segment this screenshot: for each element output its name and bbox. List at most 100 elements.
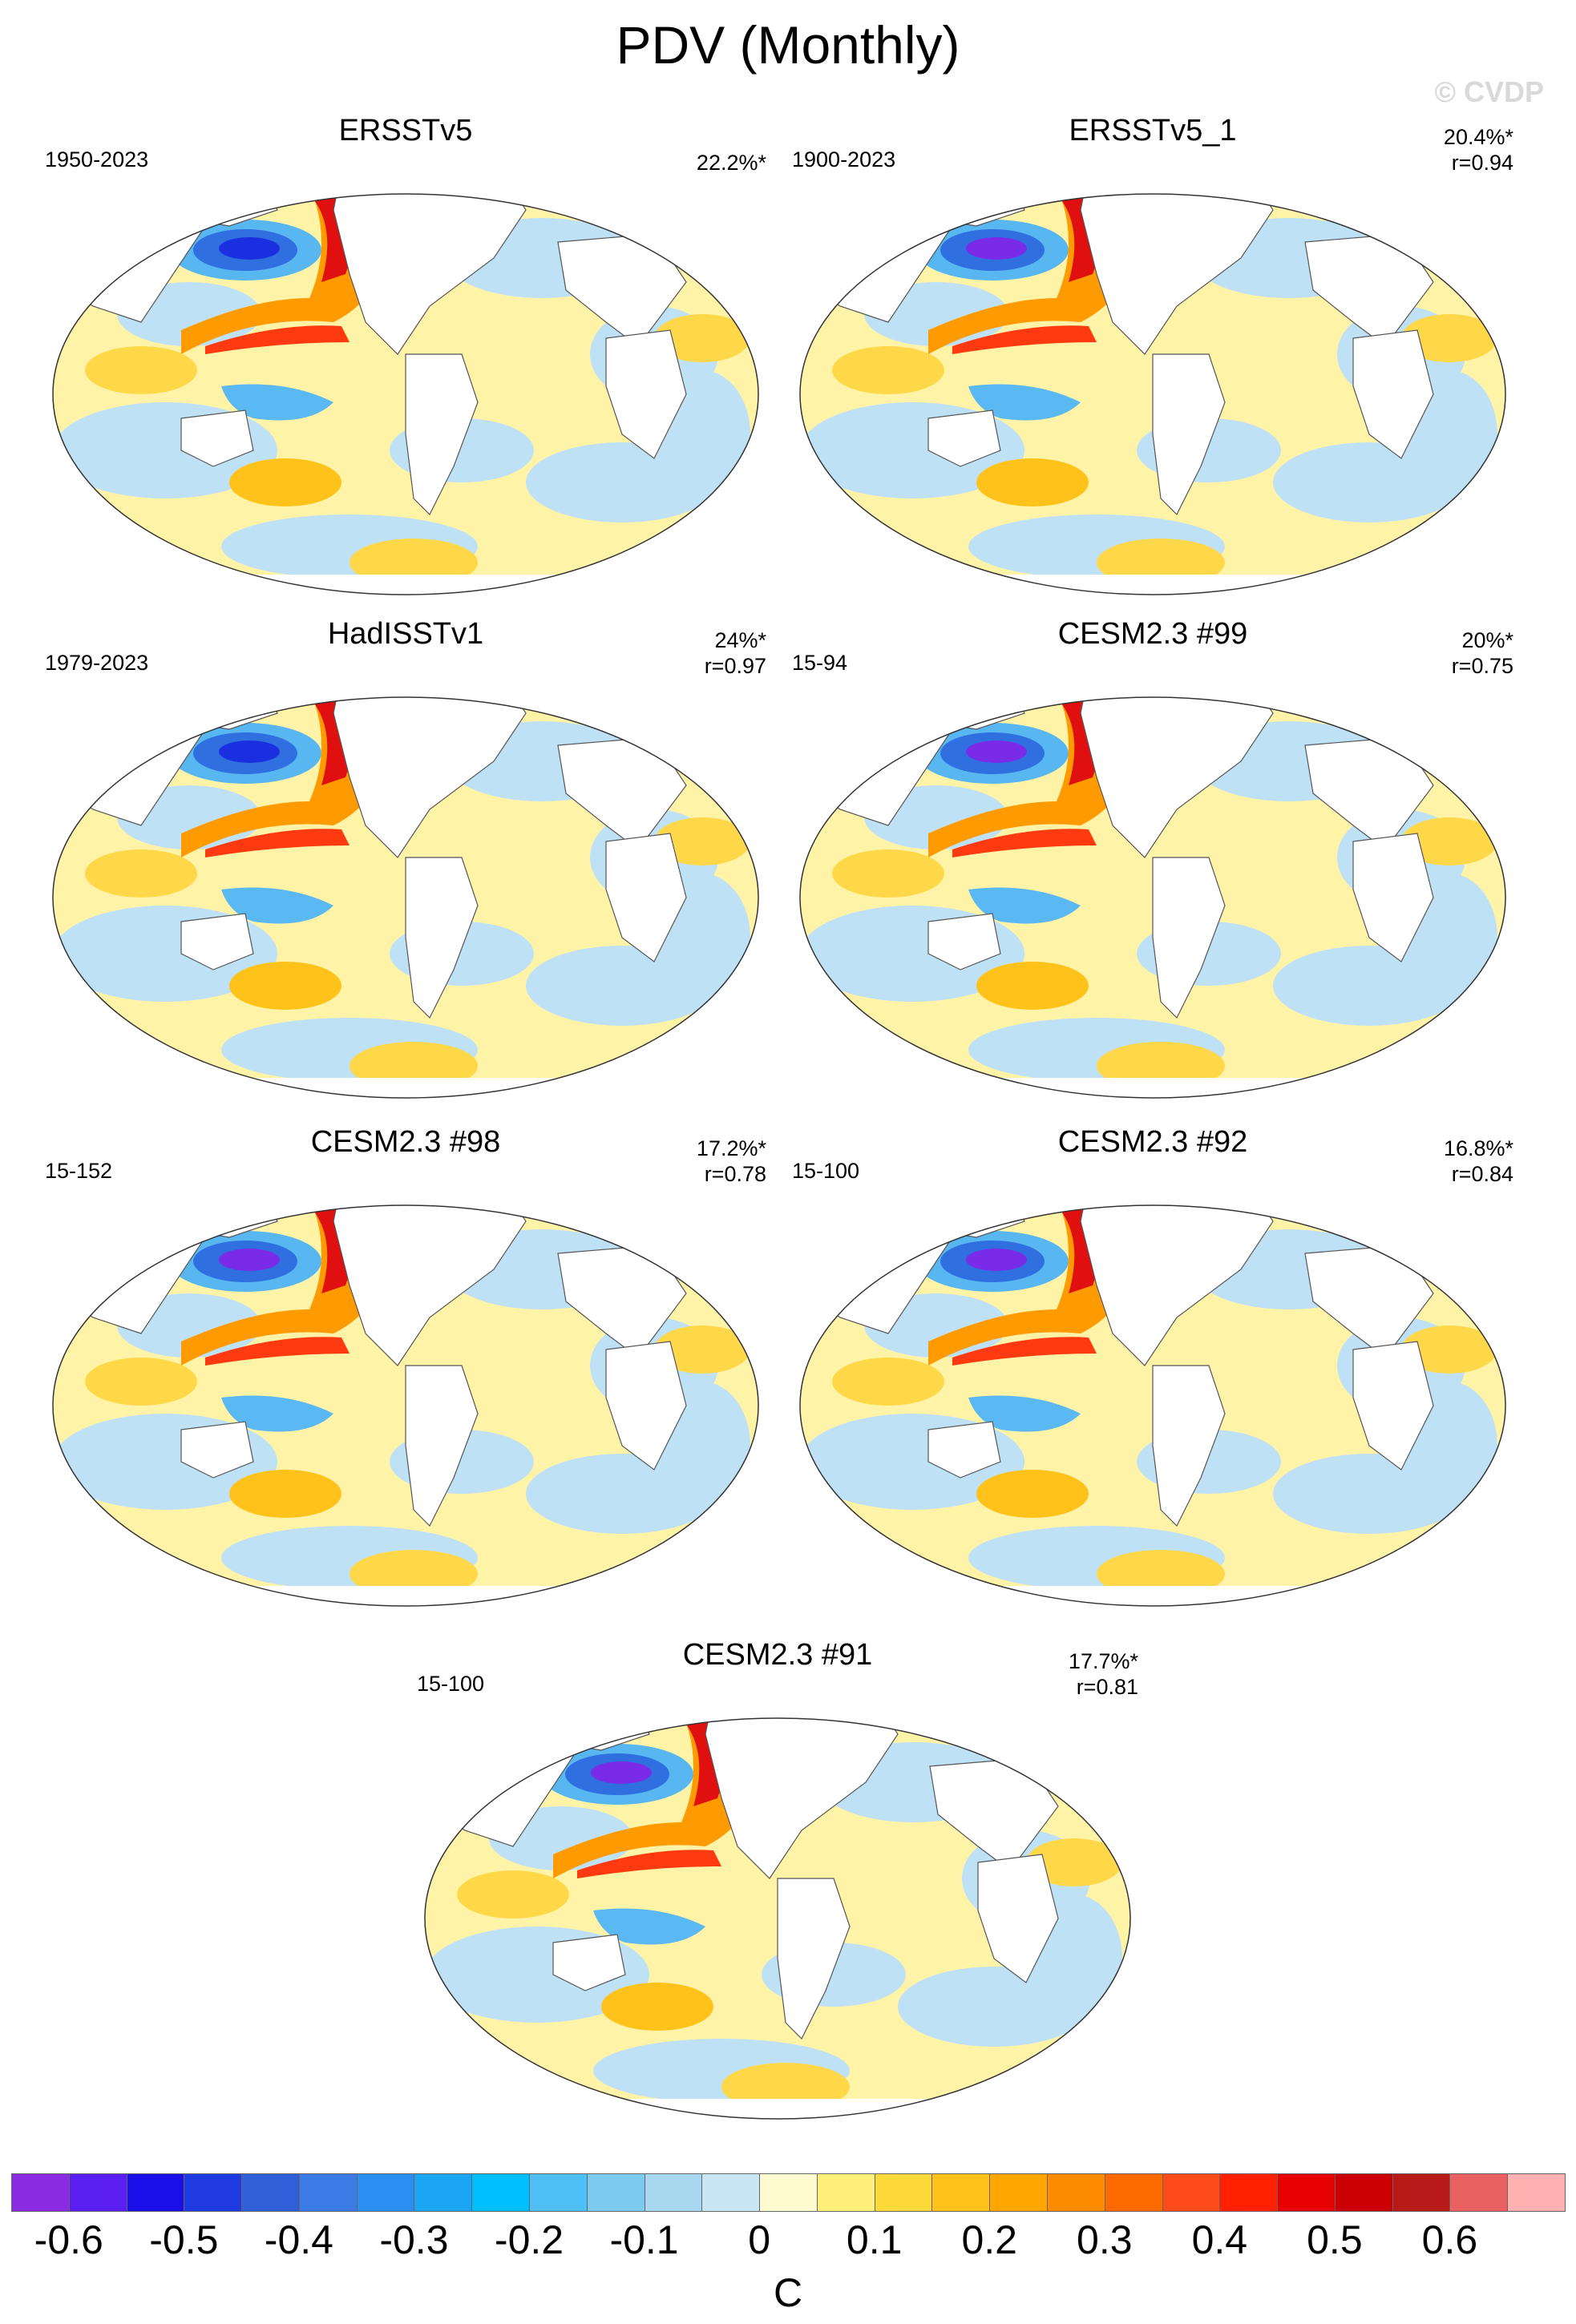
land-mass bbox=[605, 833, 687, 962]
colorbar-tick-label: 0.6 bbox=[1421, 2217, 1478, 2262]
panel-correlation: r=0.75 bbox=[1451, 654, 1513, 678]
land-mass bbox=[124, 194, 278, 227]
panel-variance: 16.8%* bbox=[1443, 1136, 1513, 1160]
anomaly-patch bbox=[654, 314, 750, 362]
map-field bbox=[425, 1718, 1130, 2119]
land-mass bbox=[124, 697, 278, 730]
map-field bbox=[800, 194, 1505, 595]
colorbar-swatch bbox=[1277, 2173, 1336, 2212]
panel-title: CESM2.3 #98 bbox=[310, 1125, 501, 1159]
warm-anomaly bbox=[205, 829, 350, 857]
panel-period: 1950-2023 bbox=[45, 147, 149, 171]
map-outline bbox=[52, 1204, 759, 1607]
land-mass bbox=[333, 697, 527, 858]
panel-correlation: r=0.97 bbox=[704, 654, 766, 678]
land-mass bbox=[552, 1934, 626, 1991]
colorbar-swatch bbox=[1219, 2173, 1279, 2212]
panel-title: HadISSTv1 bbox=[327, 617, 484, 651]
anomaly-patch bbox=[1401, 817, 1497, 865]
land-mass bbox=[1352, 833, 1434, 962]
land-mass bbox=[180, 410, 254, 467]
land-mass bbox=[705, 1718, 899, 1879]
land-mass bbox=[405, 353, 479, 516]
anomaly-patch bbox=[1026, 1838, 1122, 1886]
map-panel: ERSSTv5_1 1900-2023 20.4%* r=0.94 bbox=[792, 114, 1513, 603]
antarctica bbox=[425, 2099, 1130, 2119]
colorbar-units: C bbox=[773, 2270, 803, 2315]
land-mass bbox=[405, 1365, 479, 1527]
antarctica bbox=[53, 1078, 758, 1098]
colorbar-swatch bbox=[11, 2173, 70, 2212]
map-outline bbox=[52, 193, 759, 595]
colorbar-swatch bbox=[701, 2173, 761, 2212]
map-panel: ERSSTv5 1950-2023 22.2%* bbox=[45, 114, 766, 603]
land-mass bbox=[1080, 1205, 1274, 1366]
panel-period: 15-100 bbox=[792, 1159, 860, 1183]
colorbar-tick-label: 0.4 bbox=[1191, 2217, 1248, 2262]
warm-anomaly bbox=[601, 1983, 713, 2031]
robinson-map bbox=[52, 193, 759, 595]
robinson-map bbox=[52, 1204, 759, 1607]
cold-anomaly bbox=[968, 1395, 1081, 1432]
antarctica bbox=[53, 575, 758, 595]
warm-anomaly bbox=[952, 1337, 1097, 1366]
land-mass bbox=[927, 913, 1001, 970]
colorbar-swatch bbox=[586, 2173, 645, 2212]
warm-anomaly bbox=[205, 325, 350, 354]
panel-title: ERSSTv5 bbox=[338, 114, 473, 147]
warm-anomaly bbox=[229, 1470, 341, 1518]
land-mass bbox=[777, 1878, 851, 2040]
map-panel: CESM2.3 #98 15-152 17.2%* r=0.78 bbox=[45, 1125, 766, 1614]
cvdp-watermark: © CVDP bbox=[1434, 75, 1544, 108]
colorbar-swatch bbox=[1162, 2173, 1221, 2212]
land-mass bbox=[927, 410, 1001, 467]
colorbar-swatch bbox=[1104, 2173, 1163, 2212]
map-field bbox=[53, 697, 758, 1098]
cold-anomaly bbox=[968, 384, 1081, 421]
map-field bbox=[53, 194, 758, 595]
cold-anomaly bbox=[221, 887, 333, 924]
antarctica bbox=[800, 1078, 1505, 1098]
colorbar-swatch bbox=[759, 2173, 818, 2212]
cold-anomaly bbox=[966, 1249, 1027, 1271]
colorbar-swatch bbox=[1507, 2173, 1566, 2212]
map-field bbox=[53, 1205, 758, 1606]
cold-anomaly bbox=[219, 1249, 280, 1271]
figure-title: PDV (Monthly) bbox=[616, 15, 960, 75]
cold-anomaly bbox=[966, 237, 1027, 260]
panel-period: 15-100 bbox=[417, 1672, 485, 1696]
colorbar-swatch bbox=[126, 2173, 185, 2212]
warm-anomaly bbox=[952, 325, 1097, 354]
colorbar-swatch bbox=[644, 2173, 703, 2212]
warm-anomaly bbox=[229, 962, 341, 1010]
cold-anomaly bbox=[966, 740, 1027, 763]
antarctica bbox=[53, 1586, 758, 1606]
panel-title: CESM2.3 #91 bbox=[682, 1638, 873, 1672]
cold-anomaly bbox=[221, 384, 333, 421]
cold-anomaly bbox=[968, 887, 1081, 924]
colorbar-swatch bbox=[1392, 2173, 1451, 2212]
robinson-map bbox=[799, 696, 1506, 1099]
colorbar-tick-label: -0.1 bbox=[609, 2217, 679, 2262]
cold-anomaly bbox=[221, 1395, 333, 1432]
warm-anomaly bbox=[976, 962, 1089, 1010]
cold-anomaly bbox=[591, 1761, 652, 1784]
map-panel: CESM2.3 #91 15-100 17.7%* r=0.81 bbox=[417, 1638, 1138, 2127]
land-mass bbox=[333, 1205, 527, 1366]
land-mass bbox=[977, 1854, 1059, 1983]
anomaly-patch bbox=[832, 1358, 944, 1406]
land-mass bbox=[180, 1421, 254, 1479]
colorbar-swatch bbox=[184, 2173, 243, 2212]
panel-title: ERSSTv5_1 bbox=[1069, 114, 1237, 147]
panel-variance: 20%* bbox=[1461, 628, 1513, 652]
map-field bbox=[800, 1205, 1505, 1606]
panel-title: CESM2.3 #92 bbox=[1057, 1125, 1248, 1159]
map-outline bbox=[799, 696, 1506, 1099]
land-mass bbox=[1080, 194, 1274, 355]
map-field bbox=[800, 697, 1505, 1098]
panel-variance: 22.2%* bbox=[696, 151, 766, 175]
robinson-map bbox=[799, 193, 1506, 595]
land-mass bbox=[871, 697, 1025, 730]
panel-variance: 17.7%* bbox=[1068, 1649, 1138, 1673]
map-panel: CESM2.3 #92 15-100 16.8%* r=0.84 bbox=[792, 1125, 1513, 1614]
